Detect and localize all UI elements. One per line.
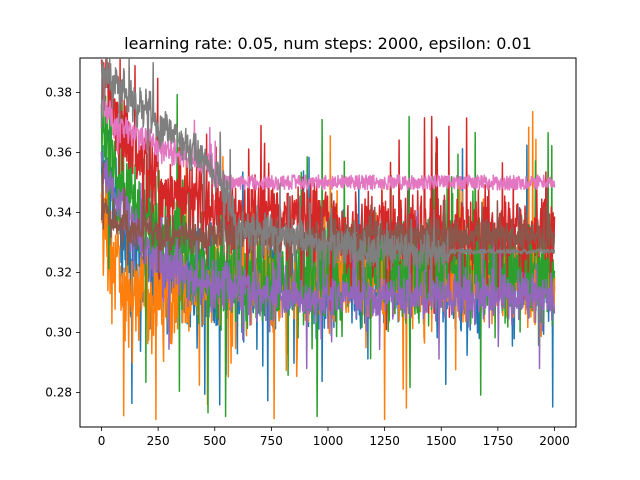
x-tick-label: 1500 <box>426 434 457 448</box>
series-line-8 <box>100 58 556 298</box>
x-tick-label: 2000 <box>539 434 570 448</box>
series-layer <box>100 58 556 421</box>
x-tick-label: 1000 <box>313 434 344 448</box>
x-tick-label: 750 <box>260 434 283 448</box>
y-axis-ticks: 0.28 0.30 0.32 0.34 0.36 0.38 <box>45 86 80 400</box>
x-tick-label: 0 <box>98 434 106 448</box>
y-tick-label: 0.38 <box>45 86 72 100</box>
y-tick-label: 0.34 <box>45 206 72 220</box>
x-tick-label: 1750 <box>483 434 514 448</box>
y-tick-label: 0.32 <box>45 266 72 280</box>
x-axis-ticks: 0 250 500 750 1000 1250 1500 1750 2000 <box>98 427 570 448</box>
chart-title: learning rate: 0.05, num steps: 2000, ep… <box>124 34 532 53</box>
y-tick-label: 0.30 <box>45 326 72 340</box>
series-line-6 <box>100 161 556 290</box>
series-line-5 <box>100 151 556 370</box>
x-tick-label: 1250 <box>369 434 400 448</box>
x-tick-label: 250 <box>147 434 170 448</box>
x-tick-label: 500 <box>203 434 226 448</box>
y-tick-label: 0.28 <box>45 386 72 400</box>
plot-frame <box>79 57 577 428</box>
y-tick-label: 0.36 <box>45 146 72 160</box>
series-line-7 <box>100 92 556 191</box>
